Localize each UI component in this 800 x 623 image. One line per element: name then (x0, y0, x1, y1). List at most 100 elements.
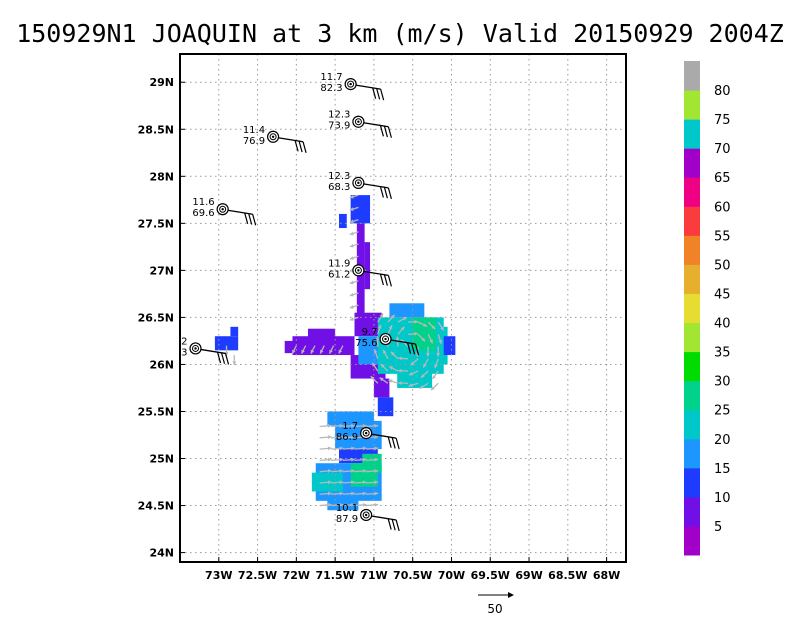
wind-barb-feather (299, 141, 302, 152)
observation-direction-label: 61.2 (328, 269, 350, 280)
y-tick-label: 25N (149, 453, 174, 466)
observation-center (384, 338, 386, 340)
y-tick-label: 24.5N (138, 500, 174, 513)
colorbar-swatch (684, 235, 700, 265)
wind-vector (320, 447, 332, 451)
wind-field-cell (308, 329, 335, 338)
wind-barb-feather (218, 352, 221, 363)
colorbar-swatch (684, 177, 700, 207)
wind-barb-feather (384, 275, 387, 286)
wind-barb-feather (380, 274, 383, 285)
colorbar-label: 15 (714, 462, 731, 477)
reference-vector-label: 50 (487, 602, 502, 616)
observation-center (365, 514, 367, 516)
colorbar-swatch (684, 497, 700, 527)
wind-barb-feather (396, 520, 399, 531)
x-tick-label: 72W (283, 569, 310, 582)
observation-marker: 12.373.9 (328, 110, 391, 138)
wind-barb-feather (388, 127, 391, 138)
colorbar-swatch (684, 206, 700, 236)
observation-speed-label: 11.7 (320, 72, 342, 83)
observation-center (272, 136, 274, 138)
observation-speed-label: 2 (181, 336, 187, 347)
observation-direction-label: 86.9 (336, 432, 358, 443)
colorbar-label: 30 (714, 375, 731, 390)
wind-field-cell (365, 242, 370, 289)
colorbar-label: 10 (714, 491, 731, 506)
colorbar-swatch (684, 61, 700, 91)
reference-vector: 50 (478, 592, 514, 616)
wind-barb-feather (380, 125, 383, 136)
x-tick-label: 72.5W (238, 569, 277, 582)
wind-barb-feather (384, 187, 387, 198)
colorbar-label: 45 (714, 287, 731, 302)
observation-center (357, 182, 359, 184)
y-tick-label: 25.5N (138, 405, 174, 418)
wind-vector (431, 383, 438, 390)
colorbar-swatch (684, 439, 700, 469)
observation-markers: 11.782.312.373.911.476.912.368.311.669.6… (181, 72, 418, 531)
wind-barb-feather (377, 88, 380, 99)
colorbar-swatch (684, 323, 700, 353)
y-axis-ticks: 24N24.5N25N25.5N26N26.5N27N27.5N28N28.5N… (138, 76, 185, 559)
colorbar-label: 25 (714, 404, 731, 419)
x-tick-label: 70.5W (393, 569, 432, 582)
observation-marker: 10.187.9 (336, 503, 399, 531)
wind-barb-feather (245, 213, 248, 224)
colorbar-label: 75 (714, 113, 731, 128)
wind-barb-feather (381, 89, 384, 100)
observation-direction-label: 75.6 (355, 338, 377, 349)
wind-vector (366, 503, 378, 507)
y-tick-label: 27N (149, 264, 174, 277)
x-tick-label: 68.5W (548, 569, 587, 582)
y-tick-label: 26.5N (138, 311, 174, 324)
wind-barb-feather (388, 437, 391, 448)
observation-speed-label: 11.9 (328, 258, 350, 269)
observation-center (365, 432, 367, 434)
colorbar-swatch (684, 119, 700, 149)
colorbar-swatch (684, 410, 700, 440)
wind-barb-feather (303, 142, 306, 153)
chart-title: 150929N1 JOAQUIN at 3 km (m/s) Valid 201… (16, 19, 784, 48)
wind-field-cell (339, 214, 347, 228)
colorbar-swatch (684, 264, 700, 294)
colorbar-swatch (684, 293, 700, 323)
wind-barb-feather (396, 438, 399, 449)
observation-center (194, 347, 196, 349)
wind-speed-field (215, 195, 455, 510)
y-tick-label: 28.5N (138, 123, 174, 136)
colorbar-label: 20 (714, 433, 731, 448)
wind-vector-head (374, 503, 378, 507)
colorbar-swatch (684, 381, 700, 411)
wind-vector-head (328, 447, 332, 451)
x-tick-label: 71W (360, 569, 387, 582)
y-tick-label: 24N (149, 547, 174, 560)
wind-vector-head (328, 435, 332, 439)
colorbar-label: 65 (714, 171, 731, 186)
observation-center (349, 83, 351, 85)
colorbar-swatch (684, 90, 700, 120)
wind-barb-feather (384, 126, 387, 137)
observation-speed-label: 11.4 (243, 125, 265, 136)
wind-vector (232, 355, 236, 365)
observation-direction-label: 69.6 (192, 208, 214, 219)
y-tick-label: 29N (149, 76, 174, 89)
observation-direction-label: 3 (181, 347, 187, 358)
observation-center (357, 269, 359, 271)
observation-speed-label: 12.3 (328, 171, 350, 182)
wind-barb-feather (392, 519, 395, 530)
wind-vector (320, 435, 332, 439)
x-tick-label: 71.5W (315, 569, 354, 582)
observation-marker: 11.476.9 (243, 125, 306, 153)
x-tick-label: 73W (205, 569, 232, 582)
wind-barb-feather (388, 519, 391, 530)
wind-barb-feather (222, 353, 225, 364)
colorbar-label: 35 (714, 346, 731, 361)
observation-speed-label: 10.1 (336, 503, 358, 514)
wind-barb-feather (392, 437, 395, 448)
colorbar-swatch (684, 468, 700, 498)
observation-speed-label: 1.7 (342, 421, 358, 432)
wind-field-cell (444, 336, 456, 355)
